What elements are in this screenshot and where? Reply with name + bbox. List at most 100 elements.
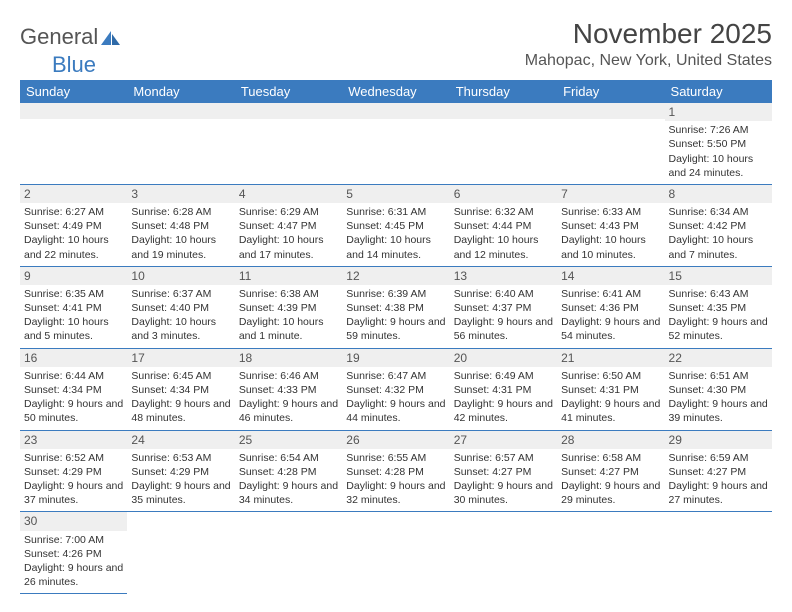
day-cell: 29Sunrise: 6:59 AMSunset: 4:27 PMDayligh… — [665, 430, 772, 512]
daylight-text: Daylight: 10 hours and 12 minutes. — [454, 233, 553, 261]
empty-cell — [235, 103, 342, 184]
daylight-text: Daylight: 9 hours and 32 minutes. — [346, 479, 445, 507]
sunrise-text: Sunrise: 6:54 AM — [239, 451, 338, 465]
day-number: 15 — [665, 267, 772, 285]
sunset-text: Sunset: 4:28 PM — [346, 465, 445, 479]
daylight-text: Daylight: 9 hours and 39 minutes. — [669, 397, 768, 425]
sunrise-text: Sunrise: 6:53 AM — [131, 451, 230, 465]
empty-cell — [450, 512, 557, 594]
day-number: 2 — [20, 185, 127, 203]
daylight-text: Daylight: 10 hours and 14 minutes. — [346, 233, 445, 261]
weekday-header: Saturday — [665, 80, 772, 103]
weekday-header: Tuesday — [235, 80, 342, 103]
daylight-text: Daylight: 9 hours and 48 minutes. — [131, 397, 230, 425]
sunset-text: Sunset: 4:28 PM — [239, 465, 338, 479]
daylight-text: Daylight: 10 hours and 1 minute. — [239, 315, 338, 343]
daylight-text: Daylight: 10 hours and 24 minutes. — [669, 152, 768, 180]
day-number: 21 — [557, 349, 664, 367]
day-cell: 25Sunrise: 6:54 AMSunset: 4:28 PMDayligh… — [235, 430, 342, 512]
sunset-text: Sunset: 4:36 PM — [561, 301, 660, 315]
sunrise-text: Sunrise: 6:40 AM — [454, 287, 553, 301]
calendar-table: SundayMondayTuesdayWednesdayThursdayFrid… — [20, 80, 772, 594]
daylight-text: Daylight: 9 hours and 52 minutes. — [669, 315, 768, 343]
day-number: 3 — [127, 185, 234, 203]
day-cell: 16Sunrise: 6:44 AMSunset: 4:34 PMDayligh… — [20, 348, 127, 430]
sunset-text: Sunset: 4:27 PM — [669, 465, 768, 479]
day-cell: 28Sunrise: 6:58 AMSunset: 4:27 PMDayligh… — [557, 430, 664, 512]
day-cell: 3Sunrise: 6:28 AMSunset: 4:48 PMDaylight… — [127, 184, 234, 266]
daylight-text: Daylight: 9 hours and 59 minutes. — [346, 315, 445, 343]
empty-cell — [127, 103, 234, 184]
day-cell: 30 Sunrise: 7:00 AMSunset: 4:26 PMDayligh… — [20, 512, 127, 594]
sunset-text: Sunset: 4:31 PM — [561, 383, 660, 397]
title-block: November 2025 Mahopac, New York, United … — [525, 18, 772, 70]
day-number: 13 — [450, 267, 557, 285]
daylight-text: Daylight: 10 hours and 22 minutes. — [24, 233, 123, 261]
month-title: November 2025 — [525, 18, 772, 50]
day-cell: 5Sunrise: 6:31 AMSunset: 4:45 PMDaylight… — [342, 184, 449, 266]
day-number: 9 — [20, 267, 127, 285]
day-number: 16 — [20, 349, 127, 367]
weekday-header-row: SundayMondayTuesdayWednesdayThursdayFrid… — [20, 80, 772, 103]
sunset-text: Sunset: 4:30 PM — [669, 383, 768, 397]
sunrise-text: Sunrise: 6:47 AM — [346, 369, 445, 383]
daylight-text: Daylight: 10 hours and 3 minutes. — [131, 315, 230, 343]
sunrise-text: Sunrise: 6:43 AM — [669, 287, 768, 301]
day-number: 28 — [557, 431, 664, 449]
day-number: 23 — [20, 431, 127, 449]
empty-cell — [127, 512, 234, 594]
daylight-text: Daylight: 9 hours and 34 minutes. — [239, 479, 338, 507]
sunrise-text: Sunrise: 6:44 AM — [24, 369, 123, 383]
sunset-text: Sunset: 4:37 PM — [454, 301, 553, 315]
daylight-text: Daylight: 9 hours and 26 minutes. — [24, 561, 123, 589]
location: Mahopac, New York, United States — [525, 52, 772, 70]
sunrise-text: Sunrise: 6:32 AM — [454, 205, 553, 219]
daylight-text: Daylight: 10 hours and 10 minutes. — [561, 233, 660, 261]
day-cell: 20Sunrise: 6:49 AMSunset: 4:31 PMDayligh… — [450, 348, 557, 430]
daylight-text: Daylight: 9 hours and 35 minutes. — [131, 479, 230, 507]
day-number: 29 — [665, 431, 772, 449]
calendar-row: 1Sunrise: 7:26 AMSunset: 5:50 PMDaylight… — [20, 103, 772, 184]
sunrise-text: Sunrise: 7:00 AM — [24, 533, 123, 547]
sunrise-text: Sunrise: 6:29 AM — [239, 205, 338, 219]
calendar-body: 1Sunrise: 7:26 AMSunset: 5:50 PMDaylight… — [20, 103, 772, 594]
day-cell: 18Sunrise: 6:46 AMSunset: 4:33 PMDayligh… — [235, 348, 342, 430]
daylight-text: Daylight: 9 hours and 46 minutes. — [239, 397, 338, 425]
day-cell: 19Sunrise: 6:47 AMSunset: 4:32 PMDayligh… — [342, 348, 449, 430]
empty-cell — [235, 512, 342, 594]
day-cell: 13Sunrise: 6:40 AMSunset: 4:37 PMDayligh… — [450, 266, 557, 348]
logo-text-1: General — [20, 24, 98, 50]
sunset-text: Sunset: 4:29 PM — [131, 465, 230, 479]
sunset-text: Sunset: 4:32 PM — [346, 383, 445, 397]
sunrise-text: Sunrise: 6:51 AM — [669, 369, 768, 383]
day-cell: 17Sunrise: 6:45 AMSunset: 4:34 PMDayligh… — [127, 348, 234, 430]
day-number: 1 — [665, 103, 772, 121]
sunrise-text: Sunrise: 6:37 AM — [131, 287, 230, 301]
day-number: 26 — [342, 431, 449, 449]
day-cell: 23Sunrise: 6:52 AMSunset: 4:29 PMDayligh… — [20, 430, 127, 512]
empty-cell — [557, 103, 664, 184]
daylight-text: Daylight: 9 hours and 29 minutes. — [561, 479, 660, 507]
calendar-row: 2Sunrise: 6:27 AMSunset: 4:49 PMDaylight… — [20, 184, 772, 266]
empty-cell — [557, 512, 664, 594]
logo-line2: Blue — [52, 52, 96, 78]
empty-cell — [342, 512, 449, 594]
daylight-text: Daylight: 10 hours and 5 minutes. — [24, 315, 123, 343]
day-number: 10 — [127, 267, 234, 285]
logo-text-2: Blue — [52, 52, 96, 78]
day-cell: 21Sunrise: 6:50 AMSunset: 4:31 PMDayligh… — [557, 348, 664, 430]
sunset-text: Sunset: 4:26 PM — [24, 547, 123, 561]
sunrise-text: Sunrise: 6:39 AM — [346, 287, 445, 301]
day-number: 24 — [127, 431, 234, 449]
sunset-text: Sunset: 4:47 PM — [239, 219, 338, 233]
empty-cell — [450, 103, 557, 184]
sunrise-text: Sunrise: 6:57 AM — [454, 451, 553, 465]
sunset-text: Sunset: 4:34 PM — [131, 383, 230, 397]
day-number: 30 — [20, 512, 127, 530]
sunrise-text: Sunrise: 6:46 AM — [239, 369, 338, 383]
sunset-text: Sunset: 4:27 PM — [561, 465, 660, 479]
day-cell: 24 Sunrise: 6:53 AMSunset: 4:29 PMDayligh… — [127, 430, 234, 512]
daylight-text: Daylight: 10 hours and 7 minutes. — [669, 233, 768, 261]
day-number: 18 — [235, 349, 342, 367]
daylight-text: Daylight: 9 hours and 37 minutes. — [24, 479, 123, 507]
